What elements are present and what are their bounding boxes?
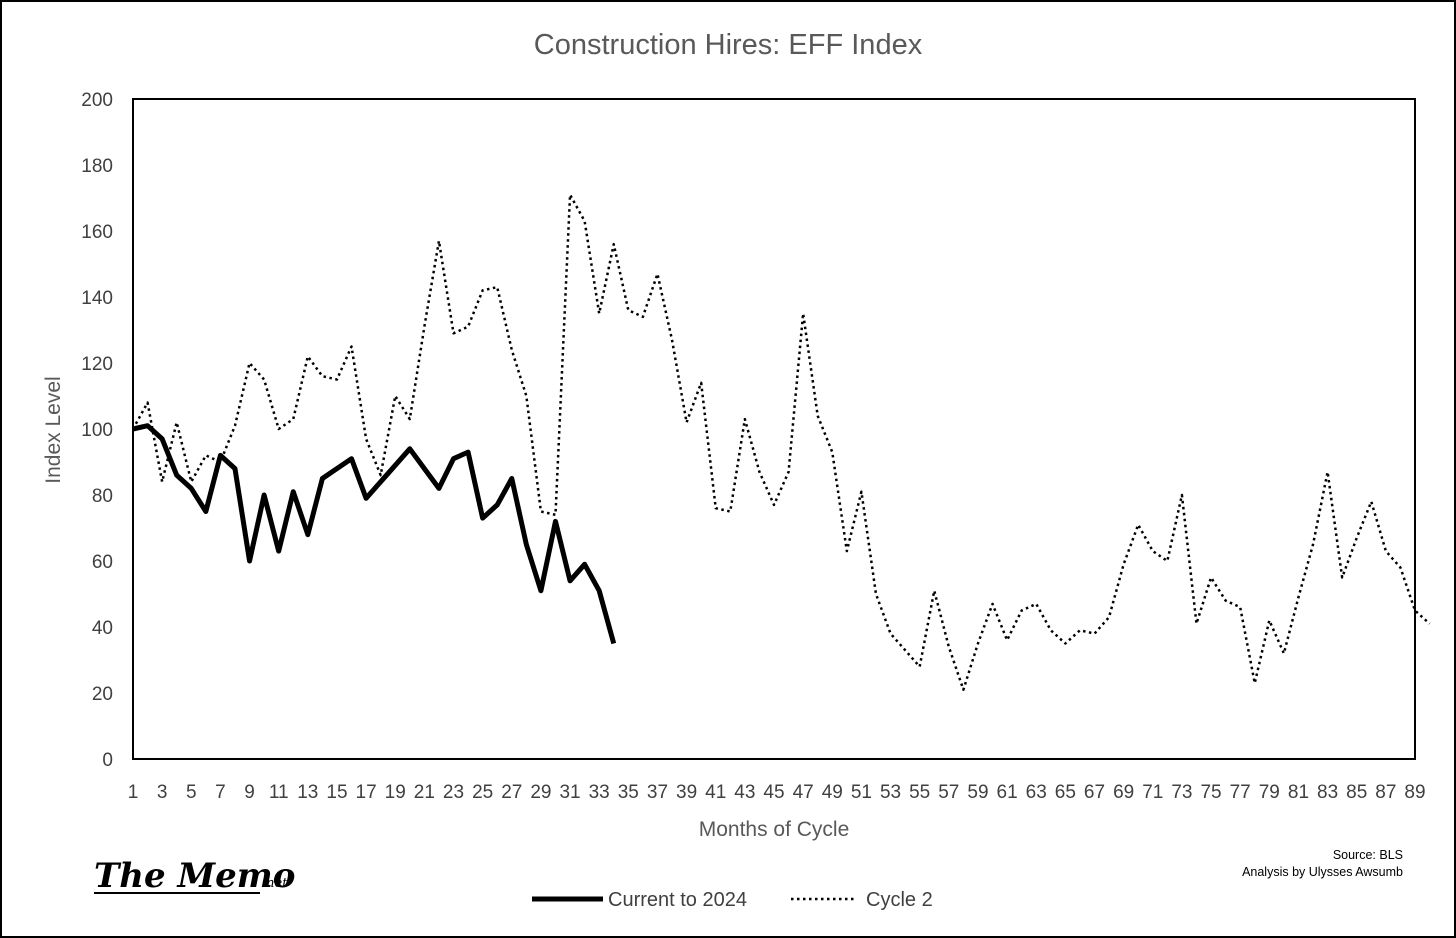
x-tick-label: 63 (1026, 782, 1047, 803)
x-tick-label: 65 (1055, 782, 1076, 803)
x-tick-label: 61 (997, 782, 1018, 803)
y-tick-label: 200 (81, 90, 113, 111)
x-tick-label: 51 (851, 782, 872, 803)
x-tick-label: 27 (501, 782, 522, 803)
x-axis-label: Months of Cycle (699, 818, 850, 841)
x-tick-label: 21 (414, 782, 435, 803)
x-tick-label: 73 (1171, 782, 1192, 803)
x-tick-label: 33 (589, 782, 610, 803)
x-tick-label: 77 (1230, 782, 1251, 803)
plot-area (132, 98, 1416, 760)
y-axis-ticks: 0 20 40 60 80 100 120 140 160 180 200 (81, 90, 113, 771)
x-tick-label: 67 (1084, 782, 1105, 803)
x-tick-label: 19 (385, 782, 406, 803)
x-tick-label: 53 (880, 782, 901, 803)
y-axis-label: Index Level (42, 376, 65, 483)
x-tick-label: 81 (1288, 782, 1309, 803)
x-tick-label: 75 (1200, 782, 1221, 803)
x-tick-label: 71 (1142, 782, 1163, 803)
x-tick-label: 15 (326, 782, 347, 803)
x-tick-label: 87 (1375, 782, 1396, 803)
x-tick-label: 41 (705, 782, 726, 803)
y-tick-label: 20 (92, 684, 113, 705)
x-tick-label: 79 (1259, 782, 1280, 803)
y-tick-label: 40 (92, 618, 113, 639)
series-line-current-to-2024 (132, 423, 617, 645)
x-tick-label: 7 (215, 782, 226, 803)
x-tick-label: 45 (763, 782, 784, 803)
y-tick-label: 160 (81, 222, 113, 243)
source-note: Source: BLS (1333, 848, 1403, 862)
chart-title: Construction Hires: EFF Index (534, 29, 923, 61)
x-tick-label: 47 (793, 782, 814, 803)
x-tick-label: 43 (734, 782, 755, 803)
logo-suffix: .net (262, 876, 288, 891)
y-tick-label: 140 (81, 288, 113, 309)
x-tick-label: 9 (244, 782, 255, 803)
x-tick-label: 31 (559, 782, 580, 803)
the-memo-logo: The Memo .net (94, 856, 295, 896)
x-tick-label: 5 (186, 782, 197, 803)
x-tick-label: 55 (909, 782, 930, 803)
series-line-cycle-2 (131, 193, 1431, 691)
x-tick-label: 89 (1404, 782, 1425, 803)
x-tick-label: 29 (530, 782, 551, 803)
series-layer (131, 193, 1431, 691)
y-tick-label: 60 (92, 552, 113, 573)
logo-text: The Memo (94, 856, 295, 896)
x-tick-label: 1 (128, 782, 139, 803)
x-tick-label: 39 (676, 782, 697, 803)
x-tick-label: 35 (618, 782, 639, 803)
y-tick-label: 0 (102, 750, 113, 771)
y-tick-label: 120 (81, 354, 113, 375)
y-tick-label: 100 (81, 420, 113, 441)
x-tick-label: 23 (443, 782, 464, 803)
x-tick-label: 57 (938, 782, 959, 803)
x-tick-label: 85 (1346, 782, 1367, 803)
y-tick-label: 180 (81, 156, 113, 177)
x-tick-label: 17 (356, 782, 377, 803)
x-tick-label: 49 (822, 782, 843, 803)
x-tick-label: 11 (269, 782, 289, 803)
legend: Current to 2024 Cycle 2 (532, 889, 933, 911)
legend-label-current: Current to 2024 (608, 889, 747, 911)
analysis-credit: Analysis by Ulysses Awsumb (1242, 865, 1403, 879)
y-tick-label: 80 (92, 486, 113, 507)
x-tick-label: 83 (1317, 782, 1338, 803)
x-tick-label: 13 (297, 782, 318, 803)
legend-label-cycle2: Cycle 2 (866, 889, 933, 911)
x-tick-label: 69 (1113, 782, 1134, 803)
x-tick-label: 3 (157, 782, 168, 803)
x-tick-label: 25 (472, 782, 493, 803)
x-tick-label: 59 (967, 782, 988, 803)
x-tick-label: 37 (647, 782, 668, 803)
x-axis-ticks: 1 3 5 7 9 11 13 15 17 19 21 23 25 27 29 31 33 35 37 39 41 43 4… (128, 782, 1426, 803)
